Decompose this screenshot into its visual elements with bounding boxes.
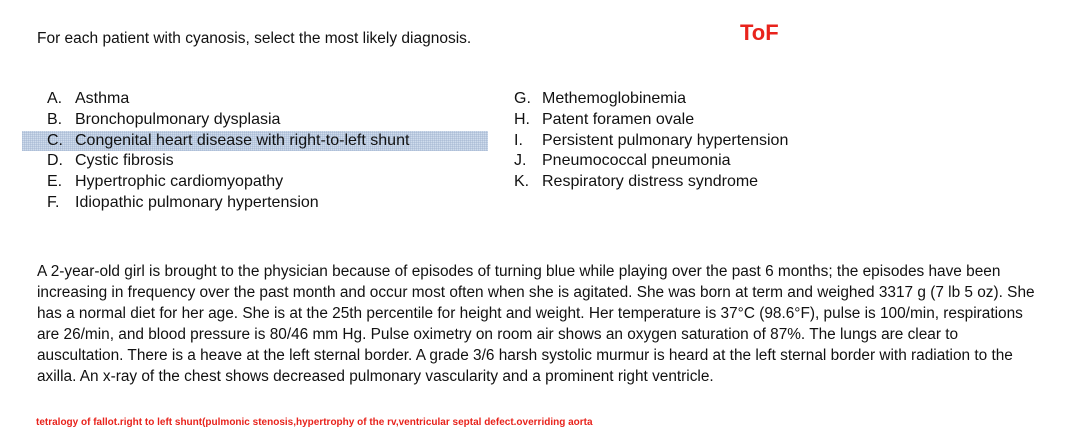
option-e[interactable]: E. Hypertrophic cardiomyopathy bbox=[22, 172, 488, 193]
option-letter: D. bbox=[47, 152, 63, 170]
option-letter: A. bbox=[47, 90, 63, 107]
option-letter: K. bbox=[514, 173, 530, 191]
case-vignette: A 2-year-old girl is brought to the phys… bbox=[37, 263, 1035, 385]
option-i[interactable]: I. Persistent pulmonary hypertension bbox=[514, 131, 788, 152]
option-j[interactable]: J. Pneumococcal pneumonia bbox=[514, 151, 788, 172]
option-text: Cystic fibrosis bbox=[75, 152, 174, 170]
option-a[interactable]: A. Asthma bbox=[22, 89, 488, 110]
option-text: Methemoglobinemia bbox=[542, 90, 687, 107]
option-k[interactable]: K. Respiratory distress syndrome bbox=[514, 172, 788, 193]
option-text: Respiratory distress syndrome bbox=[542, 173, 759, 191]
option-text: Patent foramen ovale bbox=[542, 110, 695, 128]
option-f[interactable]: F. Idiopathic pulmonary hypertension bbox=[22, 193, 488, 214]
option-text: Hypertrophic cardiomyopathy bbox=[75, 173, 284, 191]
option-text: Idiopathic pulmonary hypertension bbox=[75, 193, 319, 211]
option-letter: E. bbox=[47, 173, 63, 191]
answer-tag: ToF bbox=[740, 20, 779, 45]
option-text: Congenital heart disease with right-to-l… bbox=[75, 131, 410, 149]
option-letter: F. bbox=[47, 193, 60, 211]
option-g[interactable]: G. Methemoglobinemia bbox=[514, 89, 788, 110]
handwritten-note: tetralogy of fallot.right to left shunt(… bbox=[36, 417, 593, 428]
option-letter: I. bbox=[514, 131, 523, 149]
option-text: Persistent pulmonary hypertension bbox=[542, 131, 789, 149]
option-h[interactable]: H. Patent foramen ovale bbox=[514, 110, 788, 131]
option-letter: J. bbox=[514, 152, 527, 170]
answer-options-left: A. Asthma B. Bronchopulmonary dysplasia C.… bbox=[22, 89, 488, 214]
option-c-selected[interactable]: C. Congenital heart disease with right-to… bbox=[22, 130, 488, 152]
option-text: Asthma bbox=[75, 90, 130, 107]
option-d[interactable]: D. Cystic fibrosis bbox=[22, 151, 488, 172]
option-b[interactable]: B. Bronchopulmonary dysplasia bbox=[22, 110, 488, 131]
option-text: Pneumococcal pneumonia bbox=[542, 152, 731, 170]
answer-options-right: G. Methemoglobinemia H. Patent foramen ova… bbox=[514, 89, 788, 193]
option-letter: C. bbox=[47, 131, 63, 149]
option-text: Bronchopulmonary dysplasia bbox=[75, 110, 281, 128]
option-letter: H. bbox=[514, 110, 530, 128]
question-instruction: For each patient with cyanosis, select t… bbox=[37, 30, 472, 47]
option-letter: G. bbox=[514, 90, 531, 107]
option-letter: B. bbox=[47, 110, 63, 128]
